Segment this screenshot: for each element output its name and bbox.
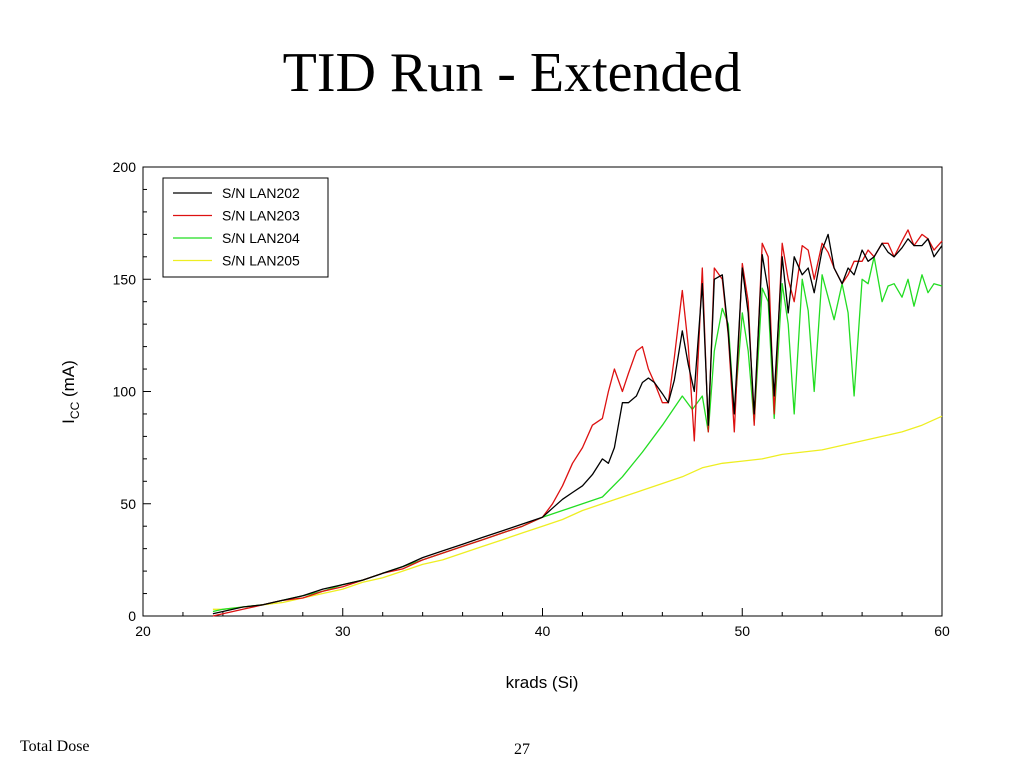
y-axis-ticks: 0 50 100 150 200 xyxy=(113,159,151,624)
x-tick-label: 20 xyxy=(135,623,151,639)
x-tick-label: 50 xyxy=(734,623,750,639)
x-tick-label: 40 xyxy=(535,623,551,639)
legend-label: S/N LAN205 xyxy=(222,253,300,269)
legend-label: S/N LAN204 xyxy=(222,230,300,246)
x-tick-label: 60 xyxy=(934,623,950,639)
series-lines xyxy=(212,229,943,617)
y-axis-label-main: I xyxy=(59,419,78,424)
legend-label: S/N LAN202 xyxy=(222,185,300,201)
series-line-s-n-lan203 xyxy=(212,229,943,617)
series-line-s-n-lan205 xyxy=(212,415,943,610)
page-number: 27 xyxy=(514,741,530,758)
y-axis-label-unit: (mA) xyxy=(59,360,78,402)
y-tick-label: 150 xyxy=(113,271,137,287)
y-tick-label: 50 xyxy=(120,496,136,512)
x-tick-label: 30 xyxy=(335,623,351,639)
y-tick-label: 0 xyxy=(128,608,136,624)
legend: S/N LAN202 S/N LAN203 S/N LAN204 S/N LAN205 xyxy=(162,177,329,278)
footer-left: Total Dose xyxy=(20,738,90,755)
y-axis-label: ICC (mA) xyxy=(59,360,82,424)
series-line-s-n-lan202 xyxy=(212,233,943,615)
y-axis-label-subscript: CC xyxy=(68,401,82,419)
legend-label: S/N LAN203 xyxy=(222,208,300,224)
series-line-s-n-lan204 xyxy=(212,256,943,613)
x-axis-ticks: 20 30 40 50 60 xyxy=(135,608,950,639)
y-tick-label: 100 xyxy=(113,384,137,400)
y-tick-label: 200 xyxy=(113,159,137,175)
x-axis-label: krads (Si) xyxy=(506,673,579,692)
slide-title: TID Run - Extended xyxy=(282,42,742,104)
